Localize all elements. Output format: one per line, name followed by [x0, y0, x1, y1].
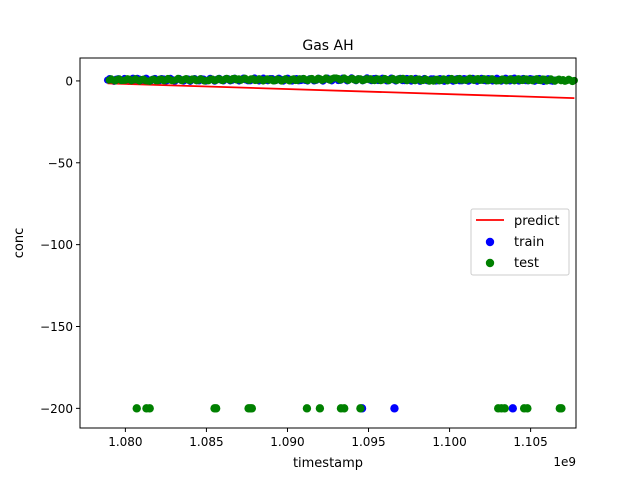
legend-test-label: test [514, 256, 539, 271]
x-tick-label: 1.100 [432, 435, 466, 449]
plot-data-layer [103, 74, 578, 413]
legend: predict train test [470, 208, 570, 276]
legend-test-swatch [485, 258, 495, 268]
x-tick-label: 1.085 [189, 435, 223, 449]
y-axis: 0 −50 −100 −150 −200 [40, 74, 80, 416]
test-point [570, 76, 578, 85]
test-point [356, 404, 365, 413]
x-tick-label: 1.105 [513, 435, 547, 449]
test-point [340, 404, 349, 413]
train-point [390, 404, 399, 413]
chart-title: Gas AH [302, 38, 353, 54]
legend-box [470, 208, 570, 276]
x-axis: 1.080 1.085 1.090 1.095 1.100 1.105 [108, 428, 548, 449]
x-tick-label: 1.090 [270, 435, 304, 449]
y-tick-label: 0 [65, 74, 73, 88]
legend-train-label: train [514, 235, 544, 250]
test-point [211, 404, 221, 413]
test-point [132, 404, 141, 413]
test-point [523, 404, 532, 413]
test-point [500, 404, 509, 413]
test-point [302, 404, 312, 413]
legend-predict-label: predict [514, 214, 559, 229]
x-tick-label: 1.095 [351, 435, 385, 449]
y-axis-label: conc [12, 228, 27, 259]
predict-line [107, 82, 575, 100]
y-tick-label: −150 [40, 320, 73, 334]
test-point [247, 404, 257, 413]
legend-train-swatch [485, 237, 495, 247]
x-tick-label: 1.080 [108, 435, 142, 449]
train-point [508, 404, 517, 413]
x-offset-label: 1e9 [553, 455, 576, 469]
y-tick-label: −200 [40, 402, 73, 416]
y-tick-label: −100 [40, 238, 73, 252]
x-axis-label: timestamp [293, 456, 363, 471]
test-point [315, 404, 325, 413]
test-point [557, 404, 566, 413]
test-point [145, 404, 154, 413]
plot-frame [79, 57, 577, 429]
y-tick-label: −50 [48, 156, 73, 170]
